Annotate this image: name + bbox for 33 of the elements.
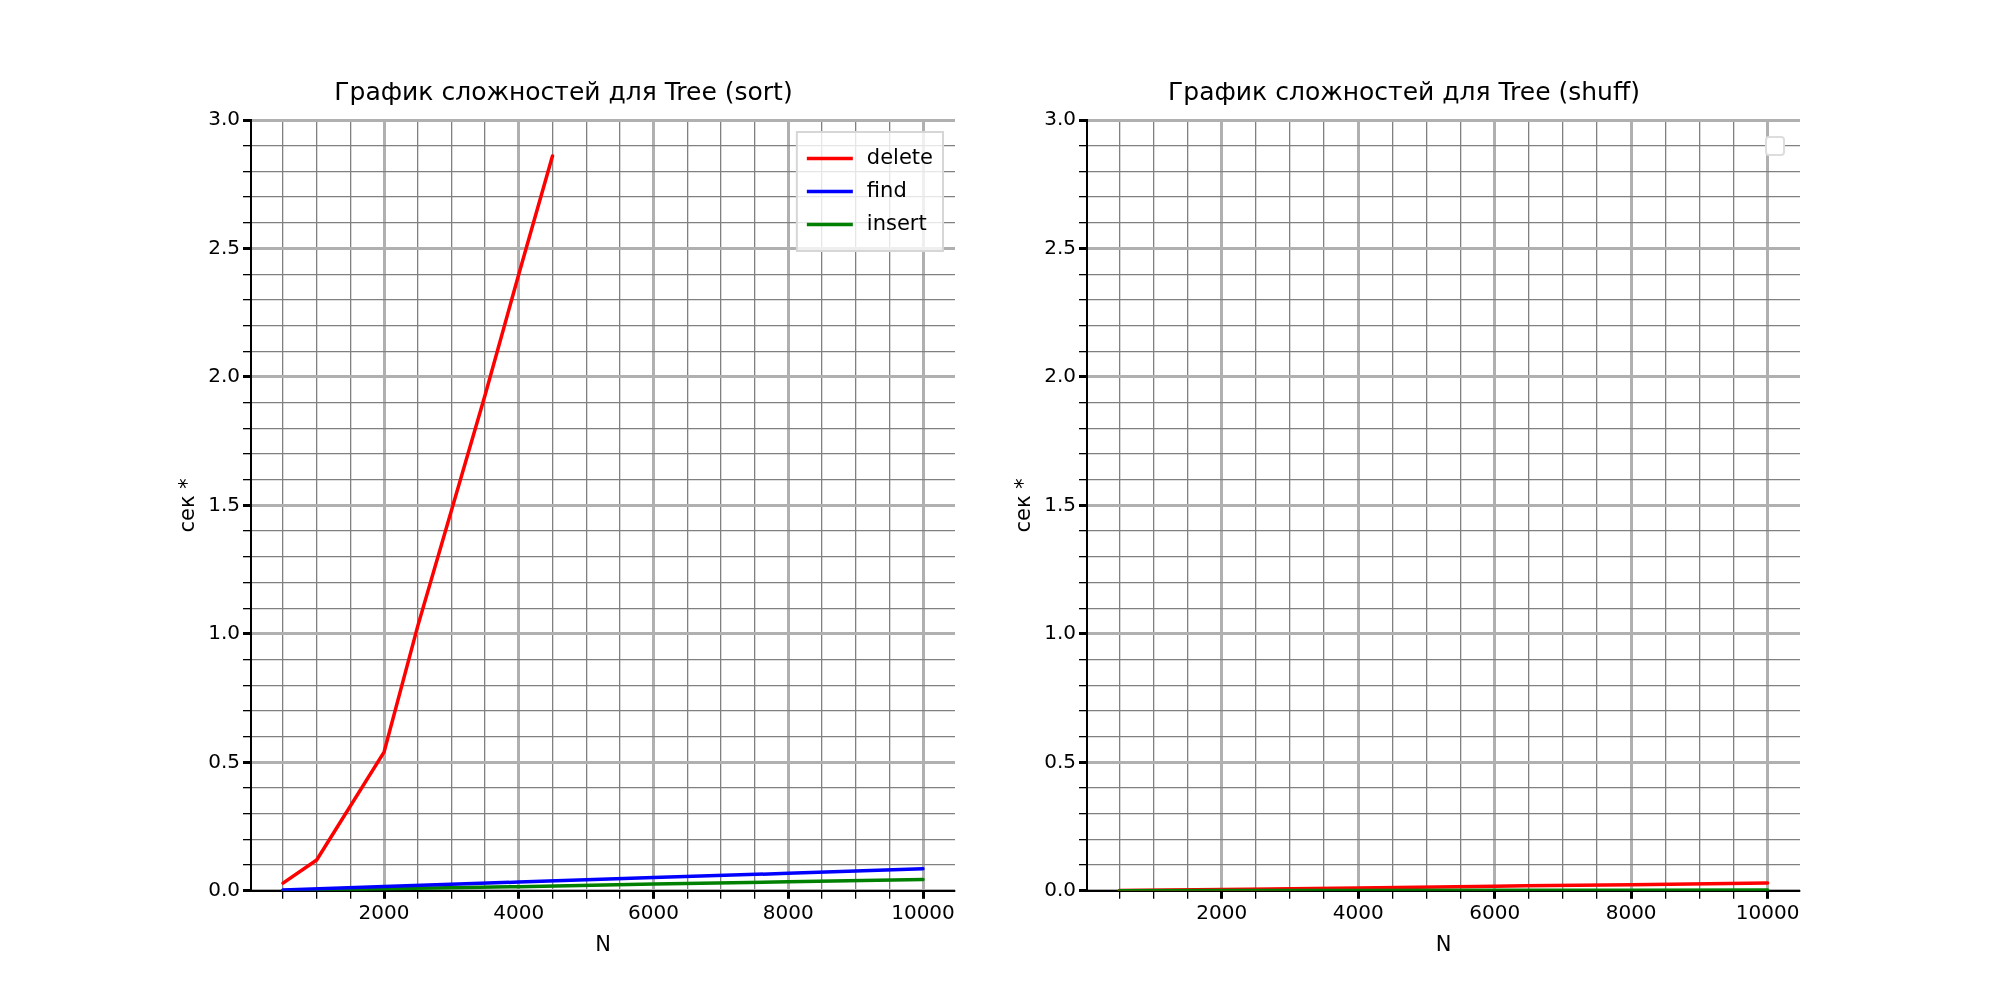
x-tick-label: 6000	[1469, 900, 1521, 924]
y-axis-title: сек *	[1011, 478, 1036, 533]
y-tick-label: 3.0	[208, 106, 241, 131]
x-tick-label: 6000	[628, 900, 679, 924]
x-axis-title: N	[1435, 931, 1452, 956]
x-tick-label: 4000	[1332, 900, 1384, 924]
legend-label: delete	[866, 144, 934, 169]
chart-title: График сложностей для Tree (sort)	[334, 76, 793, 106]
y-tick-label: 2.5	[1044, 234, 1077, 259]
y-tick-label: 1.0	[208, 620, 241, 645]
x-tick-label: 10000	[1735, 900, 1800, 924]
legend-label: find	[866, 177, 907, 202]
x-tick-label: 8000	[1605, 900, 1657, 924]
x-tick-label: 2000	[1196, 900, 1248, 924]
y-tick-label: 0.5	[208, 748, 241, 773]
y-tick-label: 0.5	[1044, 748, 1077, 773]
legend-label: insert	[866, 210, 927, 235]
y-tick-label: 0.0	[1044, 877, 1077, 901]
chart-title: График сложностей для Tree (shuff)	[1168, 76, 1640, 106]
y-tick-label: 3.0	[1044, 106, 1077, 131]
y-tick-label: 2.0	[208, 363, 241, 388]
x-tick-label: 8000	[762, 900, 814, 924]
x-axis-title: N	[595, 931, 611, 956]
x-tick-label: 10000	[891, 900, 955, 924]
y-axis-title: сек *	[175, 478, 200, 533]
y-tick-label: 1.5	[1044, 491, 1077, 516]
y-tick-label: 2.0	[1044, 363, 1077, 388]
y-tick-label: 1.5	[208, 491, 241, 516]
y-tick-label: 2.5	[208, 234, 241, 259]
y-tick-label: 1.0	[1044, 620, 1077, 645]
x-tick-label: 2000	[358, 900, 410, 924]
y-tick-label: 0.0	[208, 877, 241, 901]
x-tick-label: 4000	[493, 900, 545, 924]
